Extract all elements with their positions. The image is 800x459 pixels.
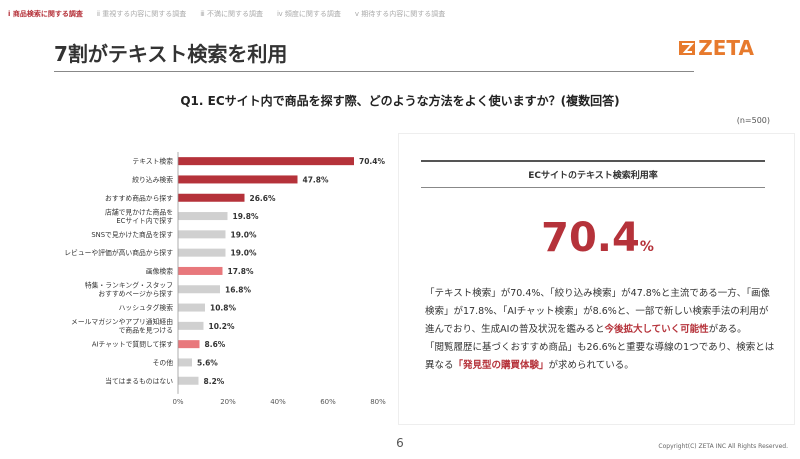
category-label: で商品を見つける xyxy=(119,326,173,335)
bar-chart: テキスト検索 70.4% 絞り込み検索 47.8% おすすめ商品から探す 26.6% 店舗で… xyxy=(0,130,400,425)
section-tab[interactable]: ⅳ 頻度に関する調査 xyxy=(276,10,341,18)
highlight-stat: 70.4% xyxy=(405,215,790,261)
value-label: 19.8% xyxy=(233,212,260,221)
x-tick-label: 60% xyxy=(320,398,336,406)
bar xyxy=(178,266,223,275)
category-label: 特集・ランキング・スタッフ xyxy=(85,281,173,290)
highlight-phrase: 今後拡大していく可能性 xyxy=(604,324,709,335)
category-label: おすすめ商品から探す xyxy=(105,193,173,202)
bar-chart-svg: テキスト検索 70.4% 絞り込み検索 47.8% おすすめ商品から探す 26.6% 店舗で… xyxy=(64,152,386,406)
paragraph-text: 「テキスト検索」が70.4%、「絞り込み検索」が47.8%と主流である一方、「画… xyxy=(425,288,770,335)
bar xyxy=(178,248,226,257)
value-label: 16.8% xyxy=(225,285,252,294)
category-label: その他 xyxy=(153,358,174,367)
value-label: 19.0% xyxy=(231,249,258,258)
category-label: 画像検索 xyxy=(146,266,173,275)
section-tab[interactable]: ⅰ 商品検索に関する調査 xyxy=(8,10,83,18)
panel-body-text: 「テキスト検索」が70.4%、「絞り込み検索」が47.8%と主流である一方、「画… xyxy=(425,285,775,375)
value-label: 17.8% xyxy=(228,267,255,276)
category-label: レビューや評価が高い商品から探す xyxy=(64,248,173,257)
paragraph-text: が求められている。 xyxy=(548,360,634,371)
logo-text: ZETA xyxy=(698,36,754,60)
question-text: Q1. ECサイト内で商品を探す際、どのような方法をよく使いますか？(複数回答) xyxy=(180,94,620,108)
value-label: 8.6% xyxy=(205,340,226,349)
copyright-text: Copyright(C) ZETA INC All Rights Reserve… xyxy=(658,443,788,450)
title-underline xyxy=(54,71,694,72)
title-area: 7割がテキスト検索を利用 ZETA xyxy=(54,36,754,72)
value-label: 19.0% xyxy=(231,230,258,239)
sample-size-note: (n=500) xyxy=(736,116,770,125)
category-label: 当てはまるものはない xyxy=(105,376,173,385)
bar xyxy=(178,358,192,367)
page-title: 7割がテキスト検索を利用 xyxy=(54,42,288,66)
value-label: 8.2% xyxy=(204,377,225,386)
value-label: 10.8% xyxy=(210,304,237,313)
category-label: テキスト検索 xyxy=(132,157,173,166)
bar xyxy=(178,321,204,330)
panel-paragraph: 「閲覧履歴に基づくおすすめ商品」も26.6%と重要な導線の1つであり、検索とは異… xyxy=(425,339,775,375)
section-tabs: ⅰ 商品検索に関する調査 ⅱ 重視する内容に関する調査 ⅲ 不満に関する調査 ⅳ 頻度… xyxy=(8,9,445,19)
category-label: ハッシュタグ検索 xyxy=(119,303,174,312)
zeta-logo-mark-icon xyxy=(679,41,696,55)
value-label: 5.6% xyxy=(197,358,218,367)
summary-panel: ECサイトのテキスト検索利用率 70.4% 「テキスト検索」が70.4%、「絞り… xyxy=(405,140,790,415)
section-tab[interactable]: ⅱ 重視する内容に関する調査 xyxy=(96,10,187,18)
zeta-logo: ZETA xyxy=(679,36,754,60)
highlight-phrase: 「発見型の購買体験」 xyxy=(453,360,549,371)
value-label: 47.8% xyxy=(303,175,330,184)
bar xyxy=(178,230,226,239)
x-tick-label: 80% xyxy=(370,398,386,406)
highlight-stat-unit: % xyxy=(639,239,654,255)
bar xyxy=(178,340,200,349)
bar xyxy=(178,376,199,385)
category-label: 店舗で見かけた商品を xyxy=(105,207,173,216)
value-label: 10.2% xyxy=(209,322,236,331)
bar xyxy=(178,157,354,166)
category-label: おすすめページから探す xyxy=(98,289,173,298)
bar xyxy=(178,212,228,221)
x-tick-label: 20% xyxy=(220,398,236,406)
paragraph-text: 「閲覧履歴に基づくおすすめ商品」も26.6%と重要な導線の1つであり、検索とは異… xyxy=(425,342,775,371)
panel-paragraph: 「テキスト検索」が70.4%、「絞り込み検索」が47.8%と主流である一方、「画… xyxy=(425,285,775,339)
category-label: SNSで見かけた商品を探す xyxy=(91,230,173,239)
bar xyxy=(178,303,205,312)
bar xyxy=(178,193,245,202)
category-label: AIチャットで質問して探す xyxy=(92,340,173,349)
x-tick-label: 40% xyxy=(270,398,286,406)
section-tab[interactable]: ⅴ 期待する内容に関する調査 xyxy=(354,10,446,18)
x-tick-label: 0% xyxy=(172,398,183,406)
panel-header-top-rule xyxy=(421,160,765,162)
bar xyxy=(178,285,220,294)
highlight-stat-value: 70.4 xyxy=(541,215,640,261)
value-label: 70.4% xyxy=(359,157,386,166)
paragraph-text: がある。 xyxy=(708,324,747,335)
section-tab[interactable]: ⅲ 不満に関する調査 xyxy=(200,10,263,18)
value-label: 26.6% xyxy=(250,194,277,203)
page-number: 6 xyxy=(396,436,404,450)
category-label: メールマガジンやアプリ通知経由 xyxy=(71,317,173,326)
category-label: ECサイト内で探す xyxy=(116,216,173,225)
bar xyxy=(178,175,298,184)
panel-header-bottom-rule xyxy=(421,187,765,188)
panel-header: ECサイトのテキスト検索利用率 xyxy=(528,171,658,181)
category-label: 絞り込み検索 xyxy=(132,175,173,184)
